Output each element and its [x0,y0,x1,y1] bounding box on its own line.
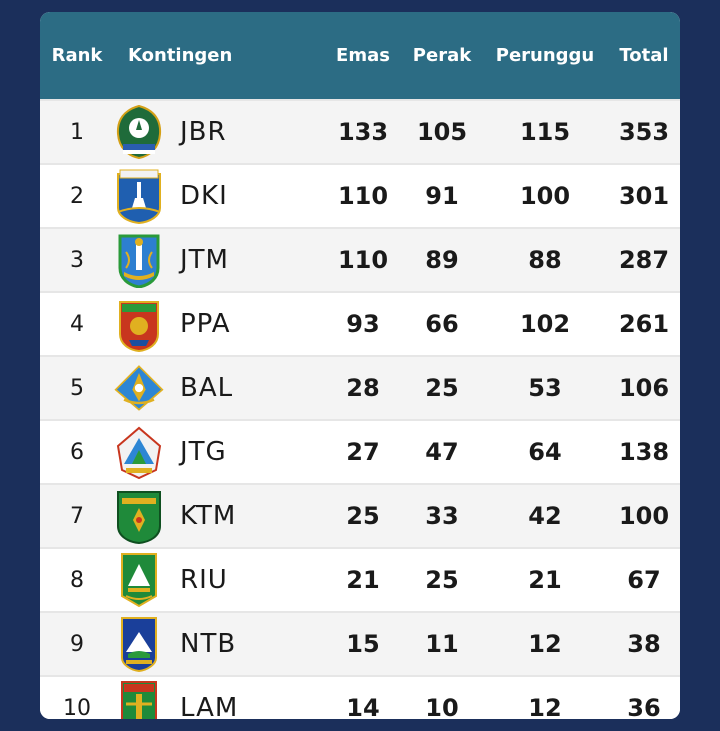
perunggu-cell: 12 [528,694,562,719]
emas-cell: 14 [346,694,380,719]
kontingen-code: JTM [180,245,229,275]
kontingen-code: PPA [180,309,231,339]
kontingen-cell: LAM [114,676,324,719]
perak-cell: 91 [425,182,459,210]
kontingen-cell: PPA [114,292,324,356]
table-row[interactable]: 9 NTB 15 11 12 38 [40,612,680,676]
perak-cell: 10 [425,694,459,719]
table-row[interactable]: 3 JTM 110 89 88 287 [40,228,680,292]
total-cell: 138 [618,438,670,466]
emas-cell: 25 [346,502,380,530]
jawa-timur-emblem [114,232,164,288]
emas-cell: 133 [337,118,389,146]
perak-cell: 105 [416,118,468,146]
perunggu-cell: 53 [528,374,562,402]
total-cell: 36 [627,694,661,719]
kontingen-cell: JBR [114,100,324,164]
jawa-tengah-emblem [114,424,164,480]
kontingen-cell: BAL [114,356,324,420]
table-row[interactable]: 4 PPA 93 66 102 261 [40,292,680,356]
kontingen-code: JBR [180,117,227,147]
jawa-barat-emblem [114,104,164,160]
emas-cell: 28 [346,374,380,402]
medal-table: Rank Kontingen Emas Perak Perunggu Total… [40,12,680,719]
emas-cell: 21 [346,566,380,594]
rank-cell: 1 [70,119,84,145]
emas-cell: 110 [337,182,389,210]
kontingen-code: DKI [180,181,228,211]
total-cell: 38 [627,630,661,658]
header-perak[interactable]: Perak [412,45,472,66]
table-header-row: Rank Kontingen Emas Perak Perunggu Total [40,12,680,100]
kontingen-cell: JTM [114,228,324,292]
perunggu-cell: 115 [519,118,571,146]
emas-cell: 15 [346,630,380,658]
header-rank[interactable]: Rank [51,45,103,66]
kontingen-code: KTM [180,501,237,531]
total-cell: 287 [618,246,670,274]
perunggu-cell: 12 [528,630,562,658]
table-row[interactable]: 10 LAM 14 10 12 36 [40,676,680,719]
perunggu-cell: 42 [528,502,562,530]
total-cell: 67 [627,566,661,594]
perak-cell: 11 [425,630,459,658]
kontingen-cell: DKI [114,164,324,228]
medal-table-card: Rank Kontingen Emas Perak Perunggu Total… [40,12,680,719]
perunggu-cell: 100 [519,182,571,210]
rank-cell: 8 [70,567,84,593]
emas-cell: 27 [346,438,380,466]
total-cell: 353 [618,118,670,146]
perak-cell: 25 [425,566,459,594]
table-row[interactable]: 2 DKI 110 91 100 301 [40,164,680,228]
perunggu-cell: 21 [528,566,562,594]
kontingen-code: JTG [180,437,227,467]
kontingen-cell: NTB [114,612,324,676]
papua-emblem [114,296,164,352]
header-perunggu[interactable]: Perunggu [495,45,595,66]
riau-emblem [114,552,164,608]
table-row[interactable]: 8 RIU 21 25 21 67 [40,548,680,612]
lampung-emblem [114,680,164,719]
perak-cell: 66 [425,310,459,338]
table-row[interactable]: 1 JBR 133 105 115 353 [40,100,680,164]
total-cell: 261 [618,310,670,338]
table-row[interactable]: 6 JTG 27 47 64 138 [40,420,680,484]
kontingen-code: LAM [180,693,239,719]
perunggu-cell: 102 [519,310,571,338]
dki-jakarta-emblem [114,168,164,224]
rank-cell: 6 [70,439,84,465]
kontingen-code: NTB [180,629,237,659]
rank-cell: 2 [70,183,84,209]
total-cell: 301 [618,182,670,210]
kalimantan-timur-emblem [114,488,164,544]
perak-cell: 33 [425,502,459,530]
total-cell: 106 [618,374,670,402]
rank-cell: 3 [70,247,84,273]
kontingen-cell: KTM [114,484,324,548]
rank-cell: 5 [70,375,84,401]
perak-cell: 47 [425,438,459,466]
kontingen-cell: JTG [114,420,324,484]
bali-emblem [114,360,164,416]
header-emas[interactable]: Emas [336,45,390,66]
rank-cell: 7 [70,503,84,529]
rank-cell: 9 [70,631,84,657]
perak-cell: 89 [425,246,459,274]
perunggu-cell: 88 [528,246,562,274]
kontingen-code: RIU [180,565,228,595]
perak-cell: 25 [425,374,459,402]
rank-cell: 10 [63,695,91,720]
emas-cell: 110 [337,246,389,274]
ntb-emblem [114,616,164,672]
kontingen-cell: RIU [114,548,324,612]
kontingen-code: BAL [180,373,234,403]
perunggu-cell: 64 [528,438,562,466]
rank-cell: 4 [70,311,84,337]
emas-cell: 93 [346,310,380,338]
table-row[interactable]: 7 KTM 25 33 42 100 [40,484,680,548]
header-total[interactable]: Total [619,45,669,66]
total-cell: 100 [618,502,670,530]
table-row[interactable]: 5 BAL 28 25 53 106 [40,356,680,420]
header-kontingen[interactable]: Kontingen [128,45,233,66]
